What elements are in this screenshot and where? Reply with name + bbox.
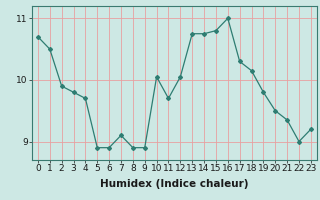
X-axis label: Humidex (Indice chaleur): Humidex (Indice chaleur) (100, 179, 249, 189)
